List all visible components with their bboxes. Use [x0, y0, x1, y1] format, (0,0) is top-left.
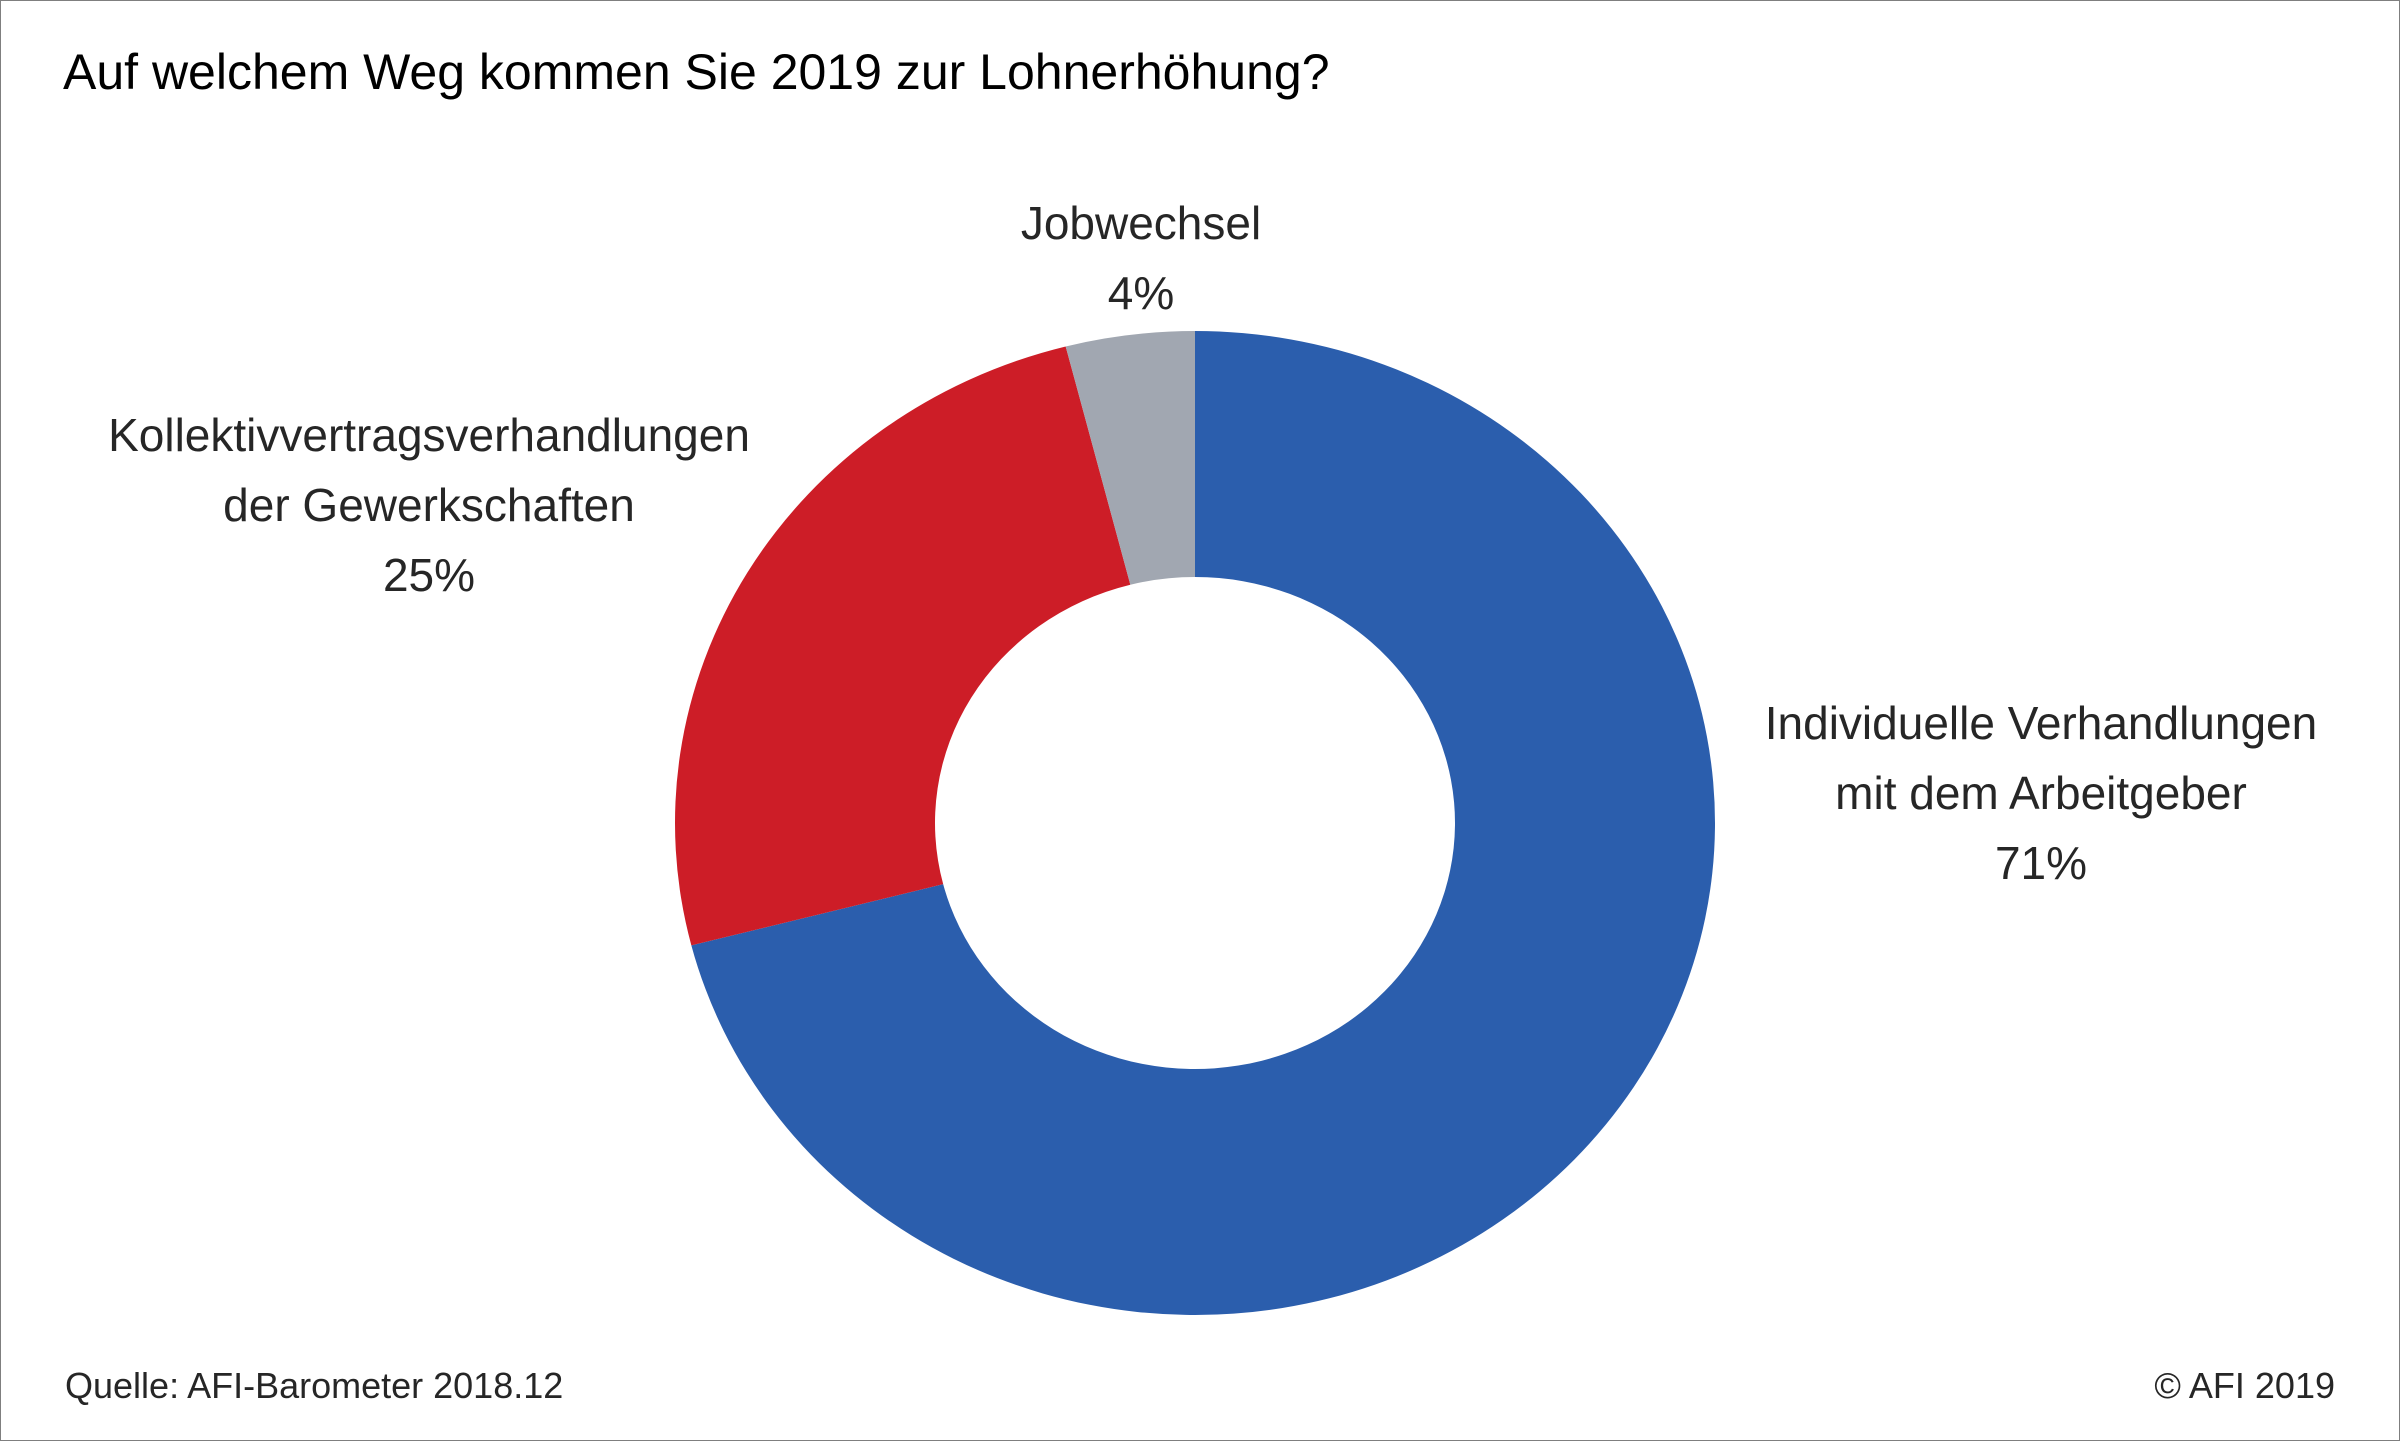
slice-category-label-3: Jobwechsel — [1021, 197, 1261, 249]
slice-category-label-1: Individuelle Verhandlungen — [1765, 697, 2317, 749]
slice-category-label-2: der Gewerkschaften — [223, 479, 635, 531]
copyright-note: © AFI 2019 — [2154, 1365, 2335, 1406]
slice-value-label-3: 4% — [1108, 267, 1174, 319]
donut-slice-2 — [675, 346, 1131, 946]
slice-labels: Individuelle Verhandlungen mit dem Arbeit… — [108, 197, 2317, 889]
donut-slices — [675, 331, 1716, 1316]
donut-slice-1 — [691, 331, 1716, 1316]
donut-slice-3 — [1065, 331, 1195, 585]
slice-value-label-2: 25% — [383, 549, 475, 601]
slice-category-label-1: mit dem Arbeitgeber — [1835, 767, 2247, 819]
source-note: Quelle: AFI-Barometer 2018.12 — [65, 1365, 563, 1406]
slice-category-label-2: Kollektivvertragsverhandlungen — [108, 409, 750, 461]
slice-value-label-1: 71% — [1995, 837, 2087, 889]
chart-title: Auf welchem Weg kommen Sie 2019 zur Lohn… — [63, 44, 1330, 100]
